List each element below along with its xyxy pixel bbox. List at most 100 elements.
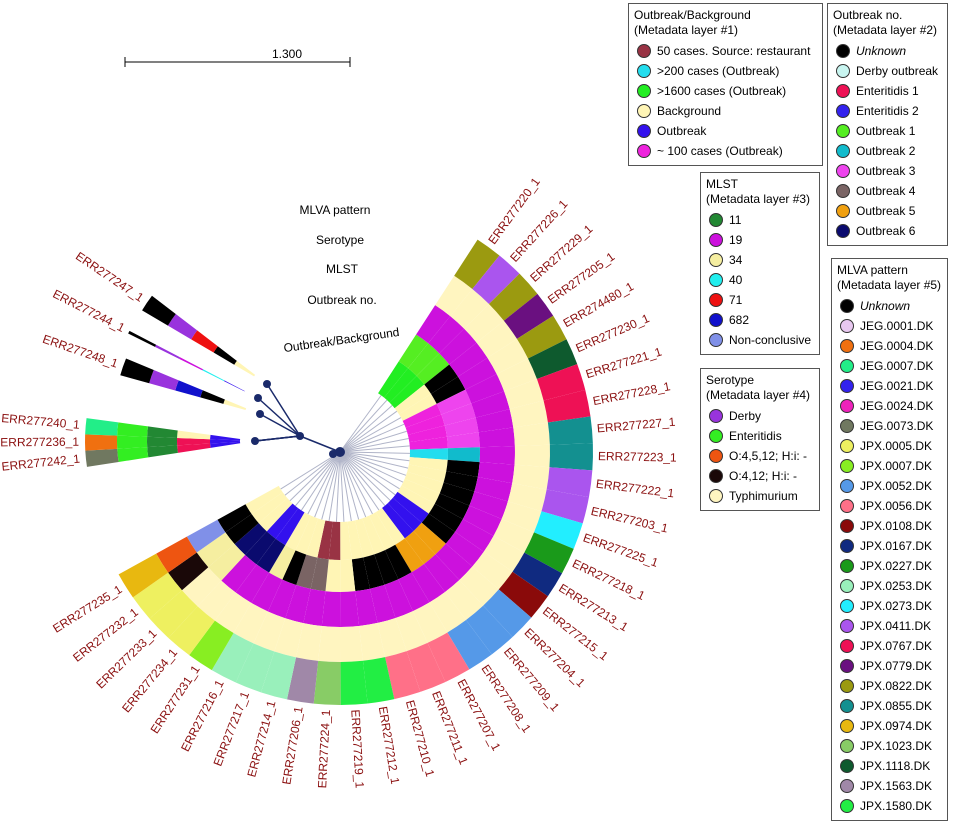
ring-segment — [233, 602, 268, 644]
legend-label: JPX.0779.DK — [860, 658, 933, 673]
ring-segment — [469, 491, 508, 520]
legend-label: Derby outbreak — [856, 63, 939, 78]
legend-item: Non-conclusive — [706, 330, 814, 350]
ring-segment — [488, 273, 538, 321]
legend-swatch — [637, 124, 651, 138]
legend-item: >1600 cases (Outbreak) — [634, 81, 817, 101]
legend-subtitle: (Metadata layer #5) — [837, 278, 942, 292]
legend-label: JPX.0005.DK — [860, 438, 933, 453]
leaf-label: ERR277228_1 — [592, 379, 672, 408]
root-node — [335, 447, 345, 457]
legend-item: Outbreak — [634, 121, 817, 141]
ring-segment — [472, 255, 520, 304]
ring-segment — [504, 379, 544, 410]
legend-label: Unknown — [856, 43, 907, 58]
ring-segment — [251, 492, 288, 524]
ring-segment — [378, 361, 409, 398]
leaf-label: ERR277210_1 — [403, 699, 438, 779]
legend-swatch — [840, 479, 854, 493]
legend-item: JPX.0052.DK — [837, 476, 942, 496]
legend-title: Outbreak no. — [833, 8, 903, 22]
ring-segment — [424, 364, 458, 394]
legend-label: JPX.0273.DK — [860, 598, 933, 613]
ring-segment — [267, 579, 297, 619]
legend-item: JPX.0007.DK — [837, 456, 942, 476]
legend-label: Outbreak 5 — [856, 203, 916, 218]
ring-segment — [439, 482, 475, 506]
legend-swatch — [709, 489, 723, 503]
legend-swatch — [840, 679, 854, 693]
ring-segment — [347, 520, 364, 560]
legend-title: Serotype — [706, 373, 755, 387]
ring-segment — [385, 651, 421, 700]
ring-segment — [431, 376, 466, 404]
branch — [266, 383, 301, 437]
legend-swatch — [840, 799, 854, 813]
root-node — [329, 450, 337, 458]
ring-segment — [369, 512, 396, 551]
ring-segment — [524, 532, 574, 574]
legend-item: JPX.0974.DK — [837, 716, 942, 736]
ring-segment — [275, 508, 305, 546]
legend-label: JEG.0007.DK — [860, 358, 934, 373]
legend-label: Enteritidis — [729, 428, 782, 443]
branch — [339, 410, 398, 453]
ring-segment — [429, 591, 467, 633]
legend-box: Outbreak/Background (Metadata layer #1) 50… — [628, 3, 823, 166]
scale-label: 1.300 — [272, 47, 302, 61]
leaf-label: ERR277244_1 — [51, 287, 128, 335]
ring-segment — [446, 459, 480, 477]
branch — [339, 451, 400, 490]
legend-item: JPX.0767.DK — [837, 636, 942, 656]
leaf-label: ERR277222_1 — [595, 477, 675, 501]
legend-swatch — [709, 233, 723, 247]
legend-swatch — [840, 379, 854, 393]
legend-item: Derby outbreak — [833, 61, 942, 81]
ring-segment — [498, 571, 548, 618]
ring-segment — [118, 553, 169, 598]
ring-segment — [208, 544, 246, 581]
ring-segment — [412, 602, 448, 643]
ring-segment — [408, 457, 448, 472]
ring-segment — [409, 436, 448, 450]
ring-segment — [117, 422, 148, 437]
ring-segment — [514, 444, 550, 468]
branch — [339, 451, 404, 483]
legend-label: ~ 100 cases (Outbreak) — [657, 143, 783, 158]
ring-segment — [266, 503, 299, 539]
ring-segment — [541, 489, 589, 524]
legend-swatch — [836, 124, 850, 138]
branch — [339, 451, 345, 522]
legend-item: Outbreak 1 — [833, 121, 942, 141]
legend-label: JPX.1563.DK — [860, 778, 933, 793]
ring-segment — [445, 579, 484, 620]
ring-label: Serotype — [316, 233, 364, 247]
branch — [254, 435, 301, 442]
legend-swatch — [637, 104, 651, 118]
ring-segment — [317, 520, 333, 560]
ring-segment — [132, 572, 182, 619]
legend-item: JEG.0001.DK — [837, 316, 942, 336]
ring-segment — [295, 515, 319, 555]
ring-segment — [355, 588, 378, 626]
ring-segment — [260, 651, 297, 700]
ring-segment — [406, 642, 446, 692]
ring-segment — [176, 437, 211, 446]
ring-segment — [223, 399, 247, 410]
ring-segment — [117, 447, 149, 462]
ring-segment — [296, 554, 318, 589]
legend-label: JEG.0001.DK — [860, 318, 934, 333]
branch — [339, 451, 380, 511]
legend-label: JEG.0004.DK — [860, 338, 934, 353]
ring-segment — [147, 445, 178, 458]
ring-segment — [394, 384, 432, 415]
ring-segment — [454, 239, 500, 289]
legend-swatch — [840, 619, 854, 633]
legend-item: JEG.0004.DK — [837, 336, 942, 356]
ring-segment — [85, 418, 119, 436]
ring-segment — [287, 657, 319, 704]
ring-segment — [404, 530, 436, 564]
ring-segment — [404, 471, 444, 494]
legend-label: Unknown — [860, 298, 911, 313]
legend-item: JPX.0227.DK — [837, 556, 942, 576]
